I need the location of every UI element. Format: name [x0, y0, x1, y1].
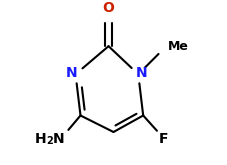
Text: H: H [35, 132, 47, 146]
Text: Me: Me [168, 40, 189, 53]
Text: N: N [66, 66, 77, 80]
Text: F: F [158, 132, 168, 146]
Text: N: N [136, 66, 148, 80]
Text: N: N [52, 132, 64, 146]
Text: O: O [103, 1, 114, 15]
Text: 2: 2 [47, 136, 53, 146]
